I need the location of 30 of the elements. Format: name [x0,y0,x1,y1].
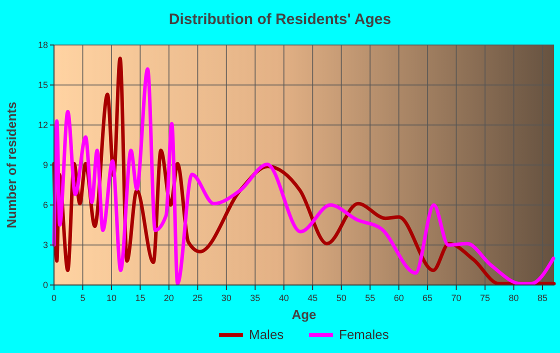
x-tick-label: 40 [278,293,289,303]
y-tick-label: 18 [38,40,48,50]
y-tick-label: 9 [42,160,48,170]
x-tick-label: 85 [538,293,548,303]
x-tick-label: 55 [365,293,376,303]
chart-title: Distribution of Residents' Ages [168,11,392,28]
legend-label: Females [339,327,390,342]
legend-label: Males [249,327,284,342]
y-tick-label: 3 [42,240,48,250]
x-tick-label: 30 [221,293,232,303]
x-tick-label: 20 [164,293,174,303]
y-tick-label: 6 [42,200,48,210]
x-tick-label: 45 [308,293,318,303]
x-tick-label: 80 [508,293,519,303]
x-tick-label: 5 [80,293,86,303]
x-axis-title: Age [292,307,316,322]
x-tick-label: 50 [336,293,346,303]
x-tick-label: 65 [422,293,433,303]
x-tick-label: 70 [451,293,462,303]
x-tick-label: 60 [394,293,404,303]
y-tick-label: 0 [42,280,48,290]
x-tick-label: 0 [51,293,57,303]
x-tick-label: 10 [106,293,116,303]
y-axis-title: Number of residents [4,102,19,228]
x-tick-label: 75 [480,293,490,303]
x-tick-label: 35 [250,293,260,303]
y-tick-label: 12 [38,120,48,130]
y-tick-label: 15 [38,80,48,90]
x-tick-label: 25 [192,293,203,303]
x-tick-label: 15 [135,293,146,303]
